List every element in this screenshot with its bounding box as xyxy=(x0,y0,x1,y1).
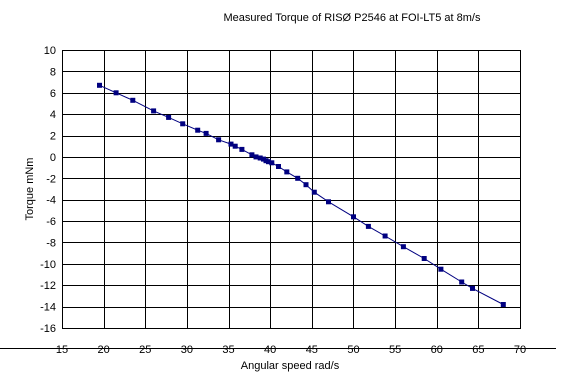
y-tick-label-0: 10 xyxy=(44,45,56,57)
data-point-13 xyxy=(253,154,259,160)
x-tick-label-6: 45 xyxy=(306,344,318,356)
x-tick-label-10: 65 xyxy=(472,344,484,356)
data-point-20 xyxy=(284,169,290,175)
data-point-32 xyxy=(470,285,475,291)
data-point-2 xyxy=(130,97,136,103)
data-point-23 xyxy=(311,189,317,195)
data-point-29 xyxy=(421,256,427,261)
x-tick-labels: 15 20 25 30 35 40 45 50 55 60 65 70 xyxy=(56,344,526,356)
y-axis-title: Torque mNm xyxy=(24,158,36,221)
y-tick-label-1: 8 xyxy=(50,66,56,78)
x-tick-label-0: 15 xyxy=(56,344,68,356)
data-point-26 xyxy=(365,223,371,229)
chart-title: Measured Torque of RISØ P2546 at FOI-LT5… xyxy=(224,12,481,24)
data-point-14 xyxy=(257,155,263,161)
x-tick-label-1: 20 xyxy=(98,344,110,356)
y-tick-label-3: 4 xyxy=(50,109,56,121)
data-point-17 xyxy=(266,159,271,165)
data-point-12 xyxy=(249,152,255,158)
data-point-5 xyxy=(180,121,186,127)
data-point-6 xyxy=(195,127,201,133)
data-point-4 xyxy=(166,114,172,120)
data-point-22 xyxy=(303,182,309,188)
data-point-33 xyxy=(500,302,506,307)
x-tick-label-2: 25 xyxy=(139,344,151,356)
y-tick-label-2: 6 xyxy=(50,88,56,100)
x-tick-label-3: 30 xyxy=(181,344,193,356)
data-point-3 xyxy=(151,108,157,114)
data-point-8 xyxy=(216,137,222,143)
x-tick-label-9: 60 xyxy=(431,344,443,356)
plot-frame xyxy=(62,50,521,329)
data-point-9 xyxy=(228,141,234,147)
y-tick-label-9: -8 xyxy=(46,237,56,249)
data-point-21 xyxy=(295,175,301,181)
y-tick-label-6: -2 xyxy=(46,173,56,185)
data-point-27 xyxy=(382,233,388,239)
data-point-18 xyxy=(269,160,275,166)
data-point-28 xyxy=(400,244,406,250)
y-tick-label-10: -10 xyxy=(40,259,56,271)
data-point-30 xyxy=(438,266,444,272)
data-point-7 xyxy=(203,130,209,136)
y-tick-label-13: -16 xyxy=(40,323,56,335)
data-point-11 xyxy=(239,146,245,152)
data-point-10 xyxy=(232,143,238,149)
y-tick-label-11: -12 xyxy=(40,280,56,292)
x-tick-label-4: 35 xyxy=(222,344,234,356)
data-point-0 xyxy=(97,82,102,88)
data-points xyxy=(97,82,506,307)
data-point-25 xyxy=(351,214,356,220)
data-point-1 xyxy=(113,90,119,96)
x-tick-label-7: 50 xyxy=(347,344,359,356)
y-tick-label-8: -6 xyxy=(46,216,56,228)
data-point-31 xyxy=(459,279,465,285)
grid xyxy=(62,50,521,329)
y-tick-labels: 10 8 6 4 2 0 -2 -4 -6 -8 -10 -12 -14 -16 xyxy=(40,45,56,335)
x-tick-label-11: 70 xyxy=(514,344,526,356)
y-tick-label-5: 0 xyxy=(50,152,56,164)
y-tick-label-4: 2 xyxy=(50,131,56,143)
y-tick-label-12: -14 xyxy=(40,302,56,314)
x-tick-label-8: 55 xyxy=(389,344,401,356)
x-axis-title: Angular speed rad/s xyxy=(241,360,340,372)
data-point-19 xyxy=(276,164,281,169)
y-tick-label-7: -4 xyxy=(46,195,56,207)
x-tick-label-5: 40 xyxy=(264,344,276,356)
data-point-24 xyxy=(326,199,331,205)
